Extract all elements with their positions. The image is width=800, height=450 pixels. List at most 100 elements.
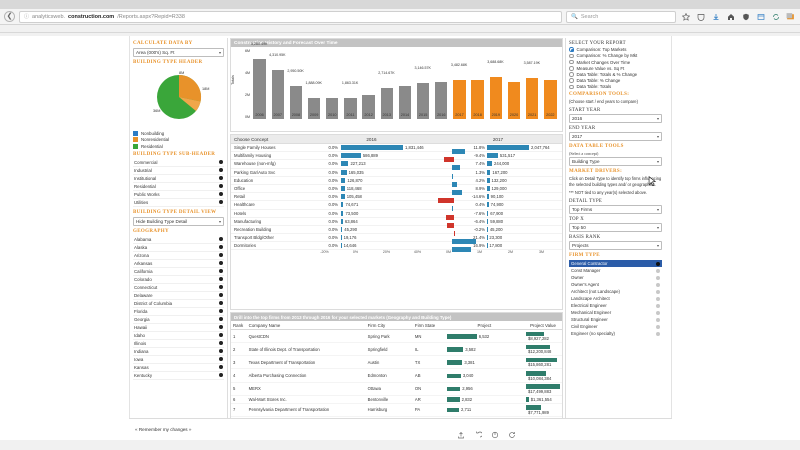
radio-icon[interactable] — [569, 84, 574, 90]
reader-icon[interactable] — [755, 11, 766, 22]
report-option[interactable]: Comparison: Top Markets — [569, 47, 662, 52]
report-option[interactable]: Data Table: % Change — [569, 78, 662, 83]
address-bar[interactable]: ⓘ analyticsweb. construction.com/Reports.… — [19, 10, 562, 23]
concept-row[interactable]: Education 0.0% 126,870 4.2% 132,200 — [231, 177, 562, 187]
geography-item[interactable]: Colorado — [133, 276, 224, 284]
concept-row[interactable]: Transport Bldg/Other 0.0% 19,176 21.4% 23,30… — [231, 234, 562, 245]
geography-item[interactable]: Georgia — [133, 316, 224, 324]
firm-type-item[interactable]: Owner — [569, 274, 662, 281]
concept-row[interactable]: Healthcare 0.0% 74,671 0.4% 74,900 — [231, 201, 562, 212]
history-bar-group[interactable]: 2,714.67K 2013 — [378, 51, 395, 119]
building-type-subheader-item[interactable]: Industrial — [133, 167, 224, 175]
firm-type-item[interactable]: Architect (not Landscape) — [569, 288, 662, 295]
undo-icon[interactable] — [474, 426, 483, 437]
remember-changes-link[interactable]: « Remember my changes » — [135, 427, 192, 432]
firm-type-item[interactable]: Landscape Architect — [569, 295, 662, 302]
geography-item[interactable]: Kansas — [133, 364, 224, 372]
data-table-tools-select[interactable]: Building Type ▾ — [569, 157, 662, 167]
radio-icon[interactable] — [569, 72, 574, 77]
radio-icon[interactable] — [569, 78, 574, 83]
star-icon[interactable] — [680, 11, 691, 22]
radio-icon[interactable] — [569, 66, 574, 71]
concept-row[interactable]: Recreation Building 0.0% 45,290 -0.2% 45,200 — [231, 226, 562, 236]
sync-icon[interactable] — [770, 11, 781, 22]
firm-type-item[interactable]: Mechanical Engineer — [569, 309, 662, 316]
drill-column-header[interactable]: Firm City — [365, 321, 413, 330]
geography-item[interactable]: Illinois — [133, 340, 224, 348]
geography-item[interactable]: Florida — [133, 308, 224, 316]
drill-column-header[interactable]: Rank — [231, 321, 247, 330]
building-type-subheader-item[interactable]: Utilities — [133, 199, 224, 207]
table-row[interactable]: 2 State of Illinois Dept. of Transportati… — [231, 342, 562, 357]
radio-icon[interactable] — [569, 47, 574, 52]
radio-icon[interactable] — [569, 53, 574, 59]
concept-row[interactable]: Parking Gar/Auto Svc 0.0% 165,035 1.3% 167,2… — [231, 169, 562, 179]
geography-item[interactable]: Arkansas — [133, 260, 224, 268]
home-icon[interactable] — [725, 11, 736, 22]
geography-item[interactable]: California — [133, 268, 224, 276]
top-x-select[interactable]: Top 50 ▾ — [569, 223, 662, 232]
concept-row[interactable]: Retail 0.0% 105,458 -14.6% 90,100 — [231, 193, 562, 204]
search-input[interactable]: 🔍 Search — [566, 10, 676, 23]
building-type-detail-select[interactable]: Hide Building Type Detail ▾ — [133, 216, 224, 226]
geography-item[interactable]: Alaska — [133, 244, 224, 252]
geography-item[interactable]: Arizona — [133, 252, 224, 260]
start-year-select[interactable]: 2016 ▾ — [569, 114, 662, 124]
table-row[interactable]: 6 Wal-Mart Stores Inc. Bentonville AR 2,832 $… — [231, 395, 562, 404]
firm-type-item[interactable]: General Contractor — [569, 260, 662, 267]
concept-row[interactable]: Single Family Houses 0.0% 1,831,446 11.8% 2,… — [231, 144, 562, 155]
table-row[interactable]: 4 Alberta Purchasing Connection Edmonton AB… — [231, 368, 562, 383]
firm-type-item[interactable]: Const Manager — [569, 267, 662, 274]
concept-row[interactable]: Hotels 0.0% 73,500 -7.6% 67,900 — [231, 210, 562, 220]
report-option[interactable]: Market Changes Over Time — [569, 60, 662, 65]
pocket-icon[interactable] — [695, 11, 706, 22]
table-row[interactable]: 1 QuestCDN Spring Park MN 6,532 $8,927,282 — [231, 329, 562, 344]
firm-type-item[interactable]: Structural Engineer — [569, 316, 662, 323]
geography-item[interactable]: Hawaii — [133, 324, 224, 332]
report-option[interactable]: Measure Value vs. Sq Ft — [569, 66, 662, 71]
basis-rank-select[interactable]: Projects ▾ — [569, 241, 662, 250]
building-type-subheader-item[interactable]: Public Works — [133, 191, 224, 199]
history-bar-group[interactable]: 3,482.68K 2017 — [451, 51, 468, 119]
table-row[interactable]: 7 Pennsylvania Department of Transportati… — [231, 403, 562, 417]
history-bar-group[interactable]: 3,146.57K 2015 — [415, 51, 432, 119]
history-bar-group[interactable]: 2018 — [469, 51, 486, 119]
report-options-list[interactable]: Comparison: Top Markets Comparison: % Cha… — [569, 47, 662, 89]
report-option[interactable]: Data Table: Totals & % Change — [569, 72, 662, 77]
concept-row[interactable]: Manufacturing 0.0% 63,864 -6.4% 59,880 — [231, 218, 562, 228]
geography-item[interactable]: Alabama — [133, 236, 224, 244]
drill-column-header[interactable]: Project Value — [524, 321, 562, 330]
concept-row[interactable]: Multifamily Housing 0.0% 586,889 -9.4% 531,5… — [231, 152, 562, 163]
history-bar-group[interactable]: 2020 — [505, 51, 522, 119]
building-type-subheader-item[interactable]: Commercial — [133, 159, 224, 167]
drill-column-header[interactable]: Firm State — [412, 321, 445, 330]
menu-icon[interactable] — [785, 11, 796, 22]
firm-type-item[interactable]: Civil Engineer — [569, 323, 662, 330]
end-year-select[interactable]: 2017 ▾ — [569, 132, 662, 142]
history-bar-group[interactable]: 2010 — [324, 51, 341, 119]
concept-row[interactable]: Dormitories 0.0% 14,646 16.9% 17,800 — [231, 242, 562, 253]
building-type-subheader-item[interactable]: Institutional — [133, 175, 224, 183]
geography-item[interactable]: Idaho — [133, 332, 224, 340]
report-option[interactable]: Comparison: % Change by Mkt — [569, 53, 662, 58]
geography-item[interactable]: Indiana — [133, 348, 224, 356]
history-bar-group[interactable]: 2,950.50K 2008 — [287, 51, 304, 119]
geography-list[interactable]: Alabama Alaska Arizona Arkansas California Co… — [133, 236, 224, 386]
tab-strip[interactable] — [0, 0, 800, 9]
history-bar-group[interactable]: 2016 — [433, 51, 450, 119]
geography-item[interactable]: District of Columbia — [133, 300, 224, 308]
history-bar-group[interactable]: 2022 — [542, 51, 559, 119]
firm-type-item[interactable]: Owner's Agent — [569, 281, 662, 288]
back-arrow-icon[interactable]: ❮ — [4, 11, 15, 22]
drill-column-header[interactable]: Company Name — [246, 321, 366, 330]
firm-type-item[interactable]: Electrical Engineer — [569, 302, 662, 309]
refresh-icon[interactable] — [508, 426, 516, 438]
report-option[interactable]: Data Table: Totals — [569, 84, 662, 89]
history-bar-group[interactable]: 1,888.09K 2009 — [306, 51, 323, 119]
history-bar-group[interactable]: 1,863.31K 2011 — [342, 51, 359, 119]
table-row[interactable]: 3 Texas Department of Transportation Austi… — [231, 355, 562, 370]
shield-icon[interactable] — [740, 11, 751, 22]
building-type-subheader-item[interactable]: Residential — [133, 183, 224, 191]
detail-type-select[interactable]: Top Firms ▾ — [569, 205, 662, 214]
history-bar-group[interactable]: 3,587.19K 2021 — [524, 51, 541, 119]
